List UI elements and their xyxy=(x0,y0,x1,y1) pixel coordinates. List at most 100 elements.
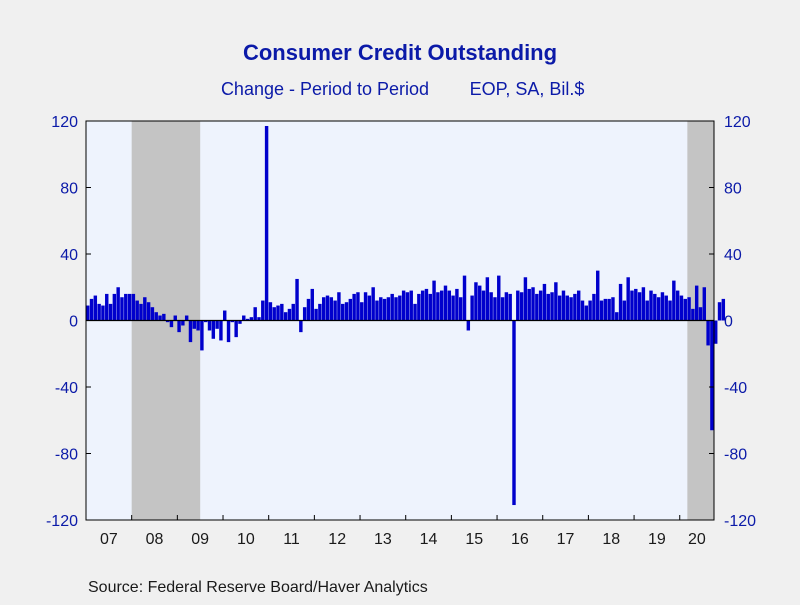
bar xyxy=(405,292,410,321)
bar xyxy=(165,320,170,323)
bar xyxy=(352,293,356,321)
bar xyxy=(626,277,630,321)
bar xyxy=(283,312,288,321)
bar xyxy=(192,320,196,329)
source-note: Source: Federal Reserve Board/Haver Anal… xyxy=(88,579,428,596)
bar xyxy=(649,290,653,321)
y-tick-label-right: -120 xyxy=(724,513,756,530)
x-tick-label: 16 xyxy=(511,531,529,548)
x-axis-ticks: 07 08 09 10 11 12 13 14 15 16 17 18 19 20 xyxy=(100,515,706,548)
x-tick-label: 19 xyxy=(648,531,666,548)
bar xyxy=(382,298,387,321)
bar xyxy=(588,300,592,321)
bar xyxy=(287,308,292,321)
bar xyxy=(698,307,703,321)
bar xyxy=(656,297,661,321)
bar xyxy=(687,297,691,321)
bar xyxy=(573,293,577,321)
bar xyxy=(664,295,668,321)
bar xyxy=(538,290,543,321)
bar xyxy=(356,292,360,321)
bar xyxy=(196,320,200,331)
bar xyxy=(710,320,714,431)
x-tick-label: 20 xyxy=(688,531,706,548)
bar xyxy=(348,298,353,321)
bar xyxy=(390,293,394,321)
bar xyxy=(542,283,547,321)
bar xyxy=(329,297,334,321)
bar xyxy=(611,297,615,321)
bar xyxy=(653,293,657,321)
bar xyxy=(238,320,242,324)
bar xyxy=(599,300,604,321)
bar xyxy=(299,320,303,333)
bar xyxy=(401,290,406,321)
bar xyxy=(371,287,375,321)
bar xyxy=(451,295,455,321)
bar xyxy=(276,305,280,321)
bar xyxy=(527,288,531,321)
bar xyxy=(706,320,710,346)
x-tick-label: 07 xyxy=(100,531,118,548)
y-tick-label-left: 80 xyxy=(60,181,78,198)
bar xyxy=(127,293,132,321)
bar xyxy=(261,300,265,321)
bar xyxy=(481,290,486,321)
bar xyxy=(230,320,235,323)
bar xyxy=(184,315,189,321)
bar xyxy=(257,317,261,321)
bar xyxy=(310,288,314,321)
bar xyxy=(634,288,638,321)
y-tick-label-right: -80 xyxy=(724,447,747,464)
bar xyxy=(181,320,185,326)
bar xyxy=(219,320,223,341)
y-axis-ticks: -120 -120 -80 -80 -40 -40 0 0 40 40 80 80 120 120 xyxy=(46,114,756,530)
bar xyxy=(386,297,391,321)
bar xyxy=(150,307,155,321)
y-tick-label-right: 80 xyxy=(724,181,742,198)
bar xyxy=(215,320,219,329)
bar xyxy=(691,308,695,321)
bar xyxy=(341,303,345,321)
bar xyxy=(557,295,562,321)
bar xyxy=(302,307,307,321)
bar xyxy=(417,293,421,321)
bar xyxy=(478,285,482,321)
bar xyxy=(694,285,699,321)
bar xyxy=(523,277,528,321)
bar xyxy=(203,320,208,323)
chart-title: Consumer Credit Outstanding xyxy=(243,40,557,65)
y-tick-label-left: 0 xyxy=(69,314,78,331)
bar xyxy=(675,290,680,321)
bar xyxy=(493,297,497,321)
bar xyxy=(173,315,177,321)
bar xyxy=(207,320,212,331)
y-tick-label-right: 40 xyxy=(724,247,742,264)
bar xyxy=(645,300,649,321)
bar xyxy=(200,320,204,351)
bar xyxy=(337,292,341,321)
x-tick-label: 18 xyxy=(602,531,620,548)
bar xyxy=(607,298,611,321)
bar xyxy=(428,293,432,321)
bar xyxy=(554,282,558,321)
bar xyxy=(93,295,98,321)
bar xyxy=(398,295,402,321)
bar xyxy=(447,290,452,321)
x-tick-label: 12 xyxy=(328,531,346,548)
bar xyxy=(291,303,295,321)
bar xyxy=(565,295,569,321)
x-tick-label: 13 xyxy=(374,531,392,548)
bar xyxy=(702,287,707,321)
bar xyxy=(101,305,105,321)
bar xyxy=(139,303,143,321)
y-tick-label-left: -40 xyxy=(55,380,78,397)
y-tick-label-right: 120 xyxy=(724,114,751,131)
bar xyxy=(596,270,600,321)
bar xyxy=(637,292,642,321)
bar xyxy=(615,312,619,321)
bar xyxy=(97,303,101,321)
bar xyxy=(375,300,379,321)
bar xyxy=(363,292,368,321)
